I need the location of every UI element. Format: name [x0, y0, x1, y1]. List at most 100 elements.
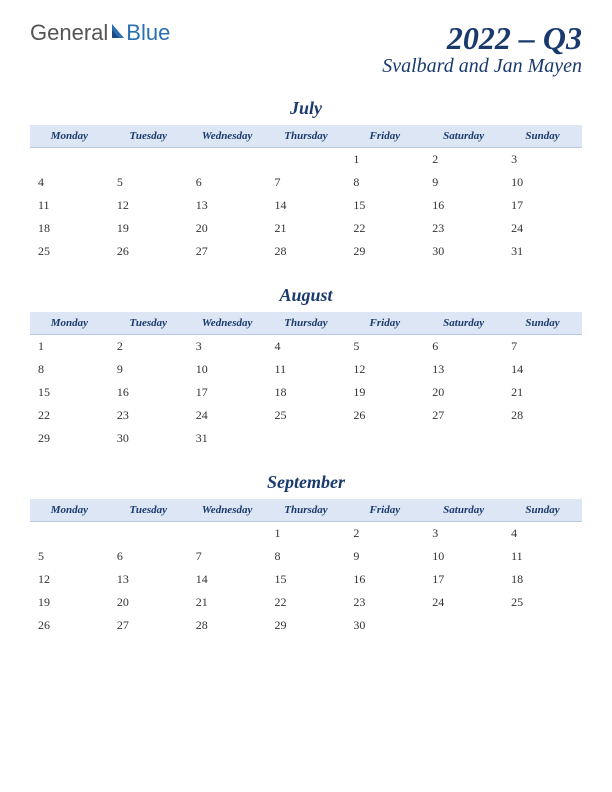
day-header: Monday — [30, 499, 109, 522]
calendar-cell: 28 — [503, 404, 582, 427]
calendar-row: 123 — [30, 148, 582, 172]
calendar-cell: 4 — [267, 335, 346, 359]
calendar-cell: 1 — [345, 148, 424, 172]
calendar-cell: 22 — [345, 217, 424, 240]
calendar-cell: 7 — [503, 335, 582, 359]
month-name: September — [30, 472, 582, 493]
calendar-row: 15161718192021 — [30, 381, 582, 404]
calendar-cell: 26 — [30, 614, 109, 637]
calendar-cell: 13 — [188, 194, 267, 217]
calendar-cell: 30 — [345, 614, 424, 637]
calendar-row: 18192021222324 — [30, 217, 582, 240]
calendar-row: 891011121314 — [30, 358, 582, 381]
calendar-row: 1234567 — [30, 335, 582, 359]
calendar-cell — [30, 522, 109, 546]
calendar-row: 293031 — [30, 427, 582, 450]
calendar-cell: 17 — [424, 568, 503, 591]
calendar-cell: 22 — [267, 591, 346, 614]
calendar-cell: 15 — [267, 568, 346, 591]
calendar-cell: 22 — [30, 404, 109, 427]
calendar-cell: 13 — [424, 358, 503, 381]
calendar-cell: 3 — [424, 522, 503, 546]
calendar-cell: 8 — [267, 545, 346, 568]
calendar-cell: 4 — [503, 522, 582, 546]
calendar-cell: 18 — [503, 568, 582, 591]
calendar-cell — [424, 427, 503, 450]
calendar-cell: 21 — [503, 381, 582, 404]
calendar-cell: 27 — [424, 404, 503, 427]
day-header: Sunday — [503, 312, 582, 335]
calendar-cell: 19 — [109, 217, 188, 240]
day-header: Friday — [345, 312, 424, 335]
calendar-cell: 20 — [109, 591, 188, 614]
calendar-cell: 24 — [188, 404, 267, 427]
calendar-cell: 6 — [188, 171, 267, 194]
day-header: Tuesday — [109, 499, 188, 522]
page-title: 2022 – Q3 — [382, 20, 582, 57]
calendar-cell: 29 — [267, 614, 346, 637]
calendar-row: 22232425262728 — [30, 404, 582, 427]
calendar-row: 11121314151617 — [30, 194, 582, 217]
day-header: Tuesday — [109, 312, 188, 335]
calendar-cell: 18 — [267, 381, 346, 404]
calendar-cell — [267, 148, 346, 172]
calendar-cell: 27 — [109, 614, 188, 637]
logo: General Blue — [30, 20, 170, 46]
calendar-cell: 5 — [109, 171, 188, 194]
calendar-cell — [503, 614, 582, 637]
calendar-cell: 8 — [345, 171, 424, 194]
day-header: Thursday — [267, 312, 346, 335]
logo-text-general: General — [30, 20, 108, 46]
calendar-cell: 21 — [188, 591, 267, 614]
calendar-cell: 3 — [503, 148, 582, 172]
calendar-cell: 14 — [267, 194, 346, 217]
calendar-cell — [267, 427, 346, 450]
calendar-cell: 10 — [424, 545, 503, 568]
calendar-cell: 28 — [267, 240, 346, 263]
calendar-cell: 31 — [188, 427, 267, 450]
title-block: 2022 – Q3 Svalbard and Jan Mayen — [382, 20, 582, 78]
calendar-cell: 19 — [30, 591, 109, 614]
calendar-cell: 25 — [267, 404, 346, 427]
header: General Blue 2022 – Q3 Svalbard and Jan M… — [30, 20, 582, 78]
day-header: Sunday — [503, 499, 582, 522]
calendar-cell: 26 — [109, 240, 188, 263]
calendar-cell: 30 — [109, 427, 188, 450]
calendar-cell: 11 — [503, 545, 582, 568]
calendar-table: MondayTuesdayWednesdayThursdayFridaySatu… — [30, 499, 582, 637]
calendar-table: MondayTuesdayWednesdayThursdayFridaySatu… — [30, 312, 582, 450]
calendar-cell: 13 — [109, 568, 188, 591]
calendar-cell: 20 — [424, 381, 503, 404]
calendar-cell: 2 — [424, 148, 503, 172]
calendar-cell: 4 — [30, 171, 109, 194]
day-header: Friday — [345, 499, 424, 522]
calendar-cell: 16 — [345, 568, 424, 591]
calendar-cell — [503, 427, 582, 450]
day-header: Saturday — [424, 125, 503, 148]
calendar-cell: 21 — [267, 217, 346, 240]
calendar-cell: 2 — [345, 522, 424, 546]
calendar-cell: 27 — [188, 240, 267, 263]
day-header: Thursday — [267, 499, 346, 522]
calendar-cell: 15 — [30, 381, 109, 404]
calendar-cell: 25 — [503, 591, 582, 614]
day-header: Thursday — [267, 125, 346, 148]
calendar-cell: 1 — [30, 335, 109, 359]
calendar-cell: 17 — [503, 194, 582, 217]
calendar-cell: 9 — [424, 171, 503, 194]
calendar-cell: 12 — [109, 194, 188, 217]
calendar-cell: 24 — [424, 591, 503, 614]
calendar-cell: 20 — [188, 217, 267, 240]
logo-text-blue: Blue — [126, 20, 170, 46]
day-header: Monday — [30, 312, 109, 335]
calendar-cell — [188, 522, 267, 546]
month-block: September MondayTuesdayWednesdayThursdayF… — [30, 472, 582, 637]
calendar-cell: 7 — [188, 545, 267, 568]
calendar-cell: 15 — [345, 194, 424, 217]
calendar-row: 12131415161718 — [30, 568, 582, 591]
calendar-cell: 31 — [503, 240, 582, 263]
month-name: July — [30, 98, 582, 119]
day-header: Tuesday — [109, 125, 188, 148]
calendar-cell — [188, 148, 267, 172]
calendar-cell: 12 — [30, 568, 109, 591]
